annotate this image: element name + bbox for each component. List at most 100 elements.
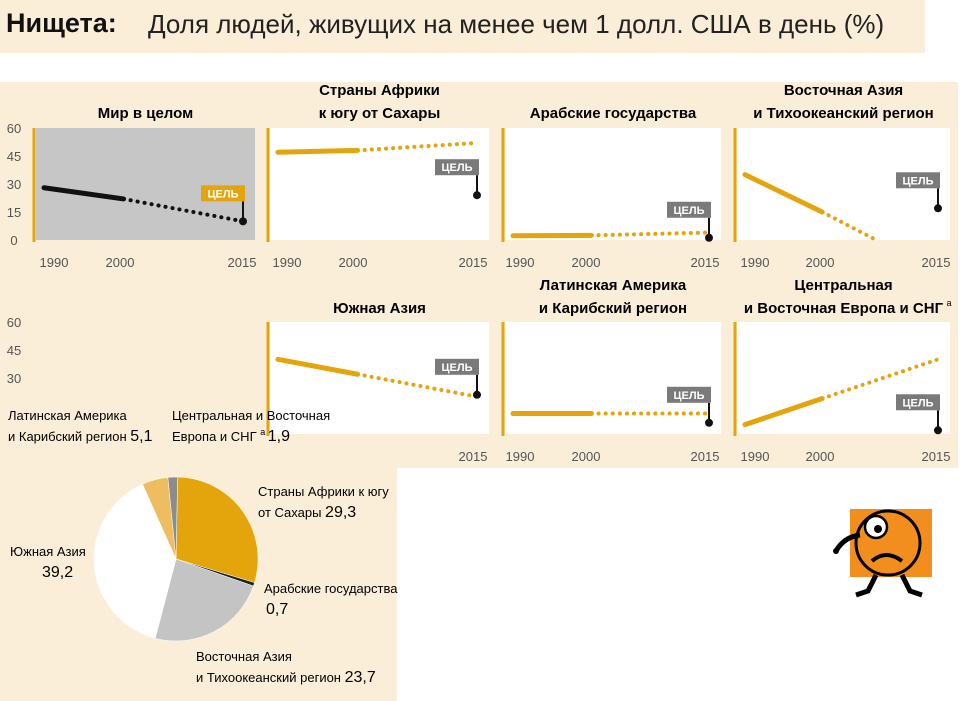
pie-label-line-1: Страны Африки к югу — [258, 484, 389, 499]
pie-label-line-2: 39,2 — [42, 564, 73, 581]
chart-title-line-2: и Карибский регион — [539, 300, 687, 317]
pie-value-label: 0,7 — [266, 601, 288, 618]
pie-slice — [167, 476, 178, 560]
goal-flag — [896, 394, 940, 411]
goal-point — [934, 426, 942, 435]
chart-title-line-2: к югу от Сахары — [319, 105, 441, 122]
pie-label-line-2: и Тихоокеанский регион 23,7 — [196, 669, 376, 686]
pie-label-footnote: a — [260, 427, 268, 437]
pie-slice — [93, 483, 177, 639]
chart-title: Южная Азия — [333, 300, 426, 317]
chart-title-line-1: Латинская Америка — [540, 277, 687, 294]
goal-point — [934, 204, 942, 213]
series-solid-segment — [742, 172, 825, 215]
goal-flag — [201, 185, 245, 202]
x-tick-label: 2015 — [922, 449, 951, 464]
pie-label-line-1: Восточная Азия — [196, 649, 292, 664]
chart-title-line-1: Центральная — [794, 277, 892, 294]
series-solid-segment — [275, 356, 361, 377]
series-dotted-projection — [820, 357, 940, 401]
plot-area — [505, 128, 721, 240]
line-chart-6: Латинская Америка и Карибский регион 1990 2… — [501, 277, 721, 464]
plot-area — [36, 128, 255, 240]
y-tick-label: 30 — [7, 177, 21, 192]
pie-label-rest: от Сахары — [258, 505, 325, 520]
pie-value-label: 29,3 — [325, 504, 356, 521]
title-keyword: Нищета: — [6, 8, 117, 38]
line-chart-5: Южная Азия 60 45 30 2015 ЦЕЛЬ — [7, 300, 489, 464]
series-dotted-projection — [820, 210, 879, 242]
pie-label-line-1: Центральная и Восточная — [172, 408, 330, 423]
y-tick-label: 60 — [7, 121, 21, 136]
chart-title: Мир в целом — [98, 105, 193, 122]
goal-point — [239, 217, 247, 226]
x-tick-label: 1990 — [273, 255, 302, 270]
x-tick-label: 2015 — [459, 449, 488, 464]
pie-slice — [154, 558, 254, 642]
chart-title-line-1: Восточная Азия — [784, 82, 903, 99]
x-tick-label: 1990 — [506, 449, 535, 464]
series-dotted-projection — [355, 140, 479, 153]
title-text: Доля людей, живущих на менее чем 1 долл.… — [148, 9, 885, 39]
chart-title-footnote: a — [947, 298, 952, 308]
x-tick-label: 1990 — [741, 255, 770, 270]
series-dotted-projection — [589, 230, 711, 238]
x-tick-label: 2000 — [106, 255, 135, 270]
plot-area — [270, 128, 489, 240]
x-tick-label: 2015 — [228, 255, 257, 270]
goal-point — [473, 390, 481, 399]
x-tick-label: 2015 — [922, 255, 951, 270]
y-tick-label: 45 — [7, 149, 21, 164]
sad-face-mascot-icon — [833, 509, 932, 598]
goal-label: ЦЕЛЬ — [674, 390, 705, 402]
y-tick-label: 30 — [7, 371, 21, 386]
series-dotted-projection — [121, 196, 245, 224]
pie-label-rest: и Карибский регион — [8, 429, 130, 444]
pie-label-line-1: Латинская Америка — [8, 408, 128, 423]
pie-value-label: 5,1 — [130, 428, 152, 445]
pie-label-line-2: 0,7 — [266, 601, 288, 618]
chart-title-line-2: и Тихоокеанский регион — [753, 105, 933, 122]
line-chart-4: Восточная Азия и Тихоокеанский регион 1990… — [733, 82, 951, 270]
goal-label: ЦЕЛЬ — [903, 397, 934, 409]
x-tick-label: 2000 — [572, 255, 601, 270]
pie-label-line-2: от Сахары 29,3 — [258, 504, 356, 521]
goal-point — [705, 418, 713, 427]
y-tick-label: 60 — [7, 315, 21, 330]
pie-value-label: 1,9 — [268, 428, 290, 445]
pie-slice — [175, 476, 259, 583]
chart-title: Арабские государства — [530, 105, 697, 122]
pie-value-label: 23,7 — [345, 669, 376, 686]
x-tick-label: 2000 — [806, 255, 835, 270]
line-chart-2: Страны Африки к югу от Сахары 1990 2000 2015… — [266, 82, 489, 270]
pie-label-line-1: Арабские государства — [264, 581, 398, 596]
goal-flag — [896, 172, 940, 189]
pie-label-rest: Европа и СНГ — [172, 429, 260, 444]
goal-label: ЦЕЛЬ — [442, 162, 473, 174]
x-tick-label: 2000 — [806, 449, 835, 464]
pie-label-line-1: Южная Азия — [10, 544, 86, 559]
goal-point — [473, 191, 481, 200]
goal-flag — [667, 201, 711, 218]
pie-value-label: 39,2 — [42, 564, 73, 581]
y-tick-label: 45 — [7, 343, 21, 358]
x-tick-label: 2000 — [339, 255, 368, 270]
goal-label: ЦЕЛЬ — [442, 362, 473, 374]
y-tick-label: 0 — [10, 233, 17, 248]
pie-label-rest: и Тихоокеанский регион — [196, 670, 345, 685]
x-tick-label: 2000 — [572, 449, 601, 464]
goal-point — [705, 233, 713, 242]
x-tick-label: 1990 — [741, 449, 770, 464]
x-tick-label: 1990 — [40, 255, 69, 270]
x-tick-label: 2015 — [691, 255, 720, 270]
goal-flag — [667, 386, 711, 403]
x-tick-label: 1990 — [506, 255, 535, 270]
goal-label: ЦЕЛЬ — [903, 175, 934, 187]
series-solid-segment — [41, 185, 127, 202]
plot-area — [505, 322, 721, 434]
goal-flag — [435, 159, 479, 176]
x-tick-label: 2015 — [691, 449, 720, 464]
title-bar: Нищета: Доля людей, живущих на менее чем… — [0, 0, 925, 53]
goal-label: ЦЕЛЬ — [674, 205, 705, 217]
goal-label: ЦЕЛЬ — [208, 188, 239, 200]
